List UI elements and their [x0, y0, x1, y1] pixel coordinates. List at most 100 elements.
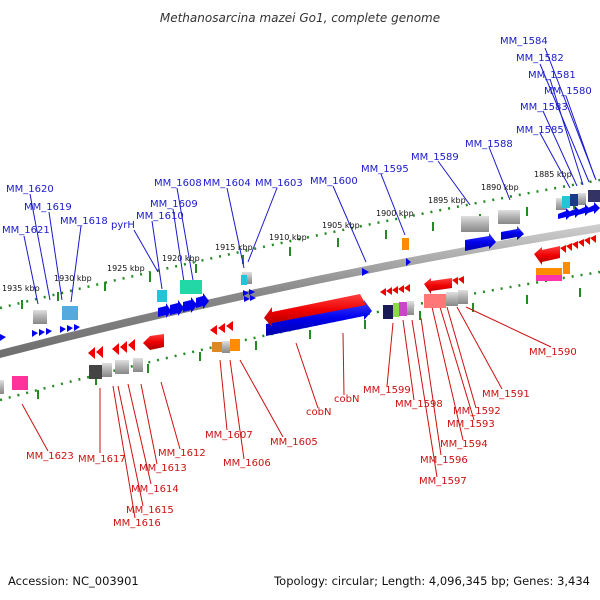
gene-marker — [230, 339, 240, 351]
gene-marker — [241, 275, 247, 285]
gene-label: MM_1595 — [361, 164, 409, 175]
forward-genes — [0, 190, 600, 341]
gene-arrow — [249, 289, 255, 295]
gene-marker — [578, 193, 586, 205]
gene-arrow — [74, 324, 80, 331]
gene-arrow — [424, 278, 452, 294]
gene-arrow — [578, 239, 584, 247]
gene-marker — [498, 210, 520, 224]
gene-label: MM_1615 — [126, 505, 174, 516]
scale-label: 1925 kbp — [107, 264, 145, 273]
gene-label: MM_1594 — [440, 439, 488, 450]
gene-arrow — [158, 303, 171, 318]
gene-label: MM_1591 — [482, 389, 530, 400]
gene-arrow — [266, 300, 372, 336]
scale-label: 1885 kbp — [534, 170, 572, 179]
gene-marker — [133, 358, 143, 372]
gene-label: MM_1599 — [363, 385, 411, 396]
gene-marker — [102, 363, 112, 377]
gene-arrow — [398, 285, 404, 293]
gene-label: MM_1616 — [113, 518, 161, 529]
gene-arrow — [218, 323, 225, 333]
gene-marker — [402, 238, 409, 250]
gene-label: cobN — [334, 394, 359, 405]
gene-arrow — [568, 206, 581, 218]
gene-label: MM_1612 — [158, 448, 206, 459]
gene-label: MM_1584 — [500, 36, 548, 47]
gene-arrow — [210, 325, 217, 335]
genome-backbone — [0, 224, 600, 358]
gene-label: MM_1609 — [150, 199, 198, 210]
gene-arrow — [196, 293, 209, 309]
gene-marker — [461, 216, 489, 232]
gene-label: MM_1592 — [453, 406, 501, 417]
gene-label: MM_1603 — [255, 178, 303, 189]
gene-arrow — [88, 347, 95, 359]
gene-label: MM_1589 — [411, 152, 459, 163]
gene-arrow — [362, 268, 369, 276]
gene-marker — [588, 190, 600, 202]
gene-label: MM_1606 — [223, 458, 271, 469]
gene-arrow — [380, 288, 386, 296]
scale-label: 1910 kbp — [269, 233, 307, 242]
scale-label: 1895 kbp — [428, 196, 466, 205]
gene-label: MM_1583 — [520, 102, 568, 113]
gene-label: MM_1581 — [528, 70, 576, 81]
gene-arrow — [183, 297, 197, 313]
gene-arrow — [404, 284, 410, 292]
gene-marker — [407, 301, 414, 315]
gene-arrow — [558, 208, 572, 220]
gene-marker — [62, 306, 78, 320]
gene-label: MM_1596 — [420, 455, 468, 466]
gene-arrow — [588, 202, 600, 214]
gene-arrow — [46, 328, 52, 335]
gene-arrow — [170, 300, 184, 316]
gene-label: MM_1598 — [395, 399, 443, 410]
gene-label: MM_1618 — [60, 216, 108, 227]
gene-marker — [157, 290, 167, 302]
gene-arrow — [534, 246, 560, 265]
forward-gene-labels: MM_1584 MM_1582 MM_1581 MM_1580 MM_1583 … — [2, 36, 592, 236]
gene-arrow — [501, 226, 524, 240]
gene-label: MM_1613 — [139, 463, 187, 474]
gene-label: MM_1580 — [544, 86, 592, 97]
gene-marker — [12, 376, 28, 390]
gene-label: MM_1605 — [270, 437, 318, 448]
gene-arrow — [0, 334, 6, 341]
gene-marker — [446, 292, 458, 306]
gene-marker — [458, 290, 468, 304]
gene-marker — [0, 380, 4, 394]
gene-arrow — [566, 243, 572, 251]
accession-text: Accession: NC_003901 — [8, 574, 139, 588]
gene-arrow — [452, 277, 458, 285]
gene-arrow — [120, 341, 127, 353]
gene-label: MM_1620 — [6, 184, 54, 195]
gene-marker — [556, 198, 566, 210]
scale-label: 1935 kbp — [2, 284, 40, 293]
gene-arrow — [60, 326, 66, 333]
gene-arrow — [226, 321, 233, 331]
gene-label: MM_1610 — [136, 211, 184, 222]
gene-label: MM_1585 — [516, 125, 564, 136]
scale-label: 1905 kbp — [322, 221, 360, 230]
gene-marker — [570, 194, 578, 206]
gene-arrow — [406, 258, 411, 266]
gene-label: MM_1604 — [203, 178, 251, 189]
gene-arrow — [243, 290, 249, 296]
gene-arrow — [128, 339, 135, 351]
scale-label: 1900 kbp — [376, 209, 414, 218]
gene-label: MM_1597 — [419, 476, 467, 487]
gene-marker — [212, 342, 222, 352]
gene-arrow — [244, 296, 250, 302]
gene-label: pyrH — [111, 220, 135, 231]
gene-marker — [89, 365, 102, 379]
gene-marker — [536, 268, 562, 275]
gene-marker — [180, 280, 202, 294]
gene-label: MM_1588 — [465, 139, 513, 150]
reverse-gene-labels: MM_1590 MM_1591 MM_1592 MM_1593 MM_1594 … — [26, 347, 577, 529]
gene-arrow — [32, 330, 38, 337]
scale-label: 1915 kbp — [215, 243, 253, 252]
gene-marker — [393, 303, 399, 317]
gene-marker — [424, 294, 446, 308]
